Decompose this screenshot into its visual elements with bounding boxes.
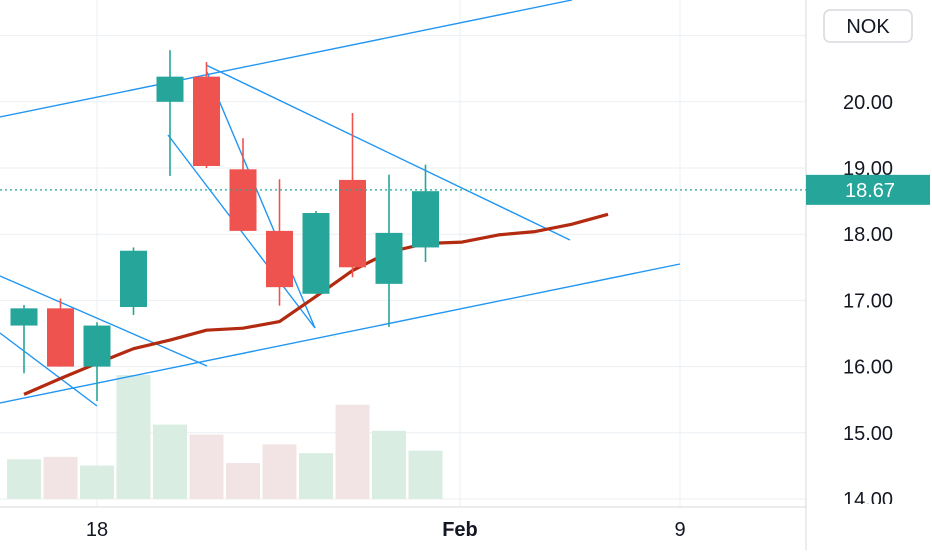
time-tick-label: 9 [674,519,685,541]
candle-down [193,62,220,168]
price-tick-label: 14.00 [843,489,893,511]
last-price-badge [806,174,930,205]
volume-bar [299,453,333,499]
candle-up [412,164,439,263]
candle-up [375,174,403,327]
candle-body [229,169,257,231]
symbol-label: NOK [846,16,890,38]
candle-body [120,250,147,308]
candle-down [339,113,366,278]
candle-down [229,138,257,231]
time-axis-labels: 18 Feb 9 [86,519,686,541]
candle-up [302,211,330,294]
candle-body [375,232,403,284]
price-tick-label: 17.00 [843,290,893,312]
trendline [206,71,316,329]
candle-body [83,325,111,367]
trendline [167,134,316,329]
price-tick-label: 18.00 [843,224,893,246]
time-tick-label: Feb [442,519,478,541]
candle-body [156,76,184,102]
candle-down [47,298,74,367]
volume-bar [189,434,224,499]
volume-bar [116,375,151,499]
volume-bar [335,404,370,499]
axes [0,0,807,550]
price-tick-label: 19.00 [843,158,893,180]
volume-bar [408,450,443,499]
volume-bar [43,456,78,499]
candle-body [266,230,293,288]
volume-bar [372,430,406,499]
last-price-label: 18.67 [845,180,895,202]
moving-average-line [23,212,609,396]
price-tick-label: 16.00 [843,357,893,379]
trendline [0,275,208,367]
candle-up [120,247,147,315]
symbol-badge[interactable]: NOK [823,9,913,43]
volume-bar [80,465,114,499]
candle-down [266,179,293,306]
trendline [0,263,681,404]
volume-bar [153,424,187,499]
price-tick-label: 15.00 [843,423,893,445]
moving-average [23,212,609,396]
volume-bar [262,444,297,499]
volume-bars [7,375,443,499]
candle-body [339,179,366,268]
candle-body [302,213,330,294]
trendline [205,64,571,241]
candle-up [10,305,38,374]
price-tick-label: 20.00 [843,92,893,114]
candle-body [47,308,74,367]
trendline [0,332,98,407]
candles [10,50,439,402]
volume-bar [226,463,260,499]
candle-body [193,76,220,167]
trendlines [0,0,681,407]
time-tick-label: 18 [86,519,108,541]
last-price-marker: 18.67 [0,174,930,205]
price-axis-labels: 14.00 15.00 16.00 17.00 18.00 19.00 20.00 [843,92,893,511]
candle-up [156,50,184,176]
trendline [0,0,573,118]
candle-body [10,308,38,326]
candle-body [412,191,439,248]
candle-up [83,322,111,402]
volume-bar [7,459,41,499]
